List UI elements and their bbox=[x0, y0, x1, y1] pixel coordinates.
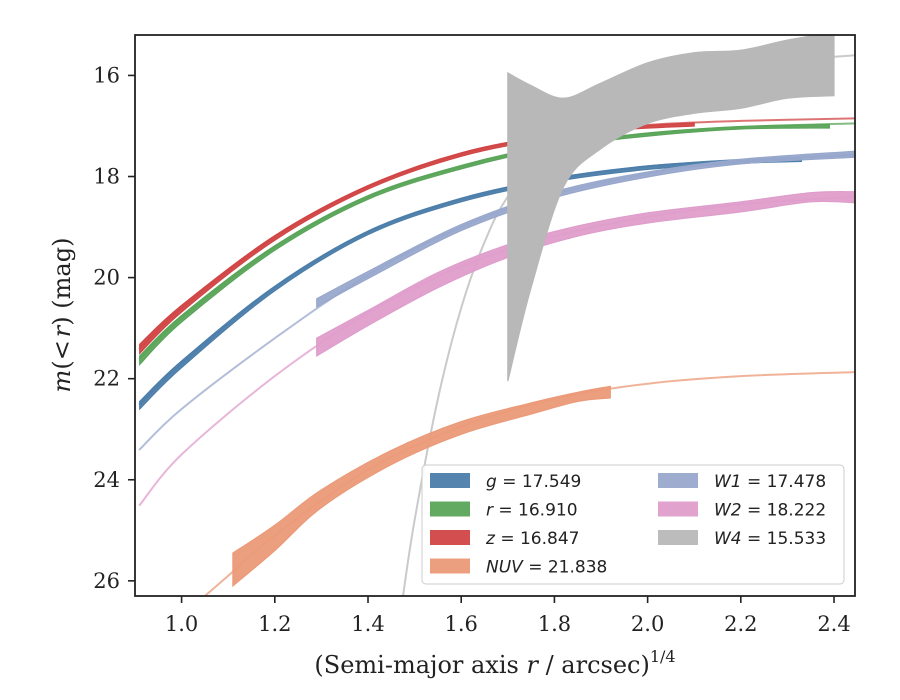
legend-swatch-NUV bbox=[430, 558, 470, 574]
x-tick-label: 1.0 bbox=[165, 612, 198, 636]
band-W1 bbox=[316, 150, 855, 308]
x-tick-label: 2.2 bbox=[724, 612, 757, 636]
legend-swatch-W4 bbox=[658, 530, 698, 545]
x-tick-label: 2.4 bbox=[817, 612, 850, 636]
legend-box bbox=[421, 464, 845, 585]
band-g bbox=[139, 157, 802, 411]
legend-label-NUV: NUV = 21.838 bbox=[486, 558, 607, 578]
band-r bbox=[139, 123, 830, 366]
legend-label-r: r = 16.910 bbox=[486, 501, 578, 521]
band-NUV bbox=[232, 385, 611, 588]
legend-swatch-W1 bbox=[658, 473, 698, 488]
y-axis-ticks: 16 18 20 22 24 26 bbox=[93, 63, 135, 593]
band-z bbox=[139, 122, 695, 355]
legend-label-W4: W4 = 15.533 bbox=[714, 529, 826, 549]
x-tick-label: 1.6 bbox=[445, 612, 478, 636]
legend-label-z: z = 16.847 bbox=[485, 529, 579, 549]
band-W2 bbox=[316, 191, 855, 357]
legend-swatch-r bbox=[430, 501, 470, 517]
y-tick-label: 20 bbox=[93, 266, 120, 290]
x-tick-label: 1.4 bbox=[351, 612, 384, 636]
y-tick-label: 18 bbox=[93, 165, 120, 189]
legend: g = 17.549 r = 16.910 z = 16.847 NUV = 21.8… bbox=[421, 464, 845, 585]
plot-frame bbox=[134, 34, 856, 597]
legend-swatch-W2 bbox=[658, 501, 698, 517]
legend-label-W1: W1 = 17.478 bbox=[714, 472, 826, 492]
y-tick-label: 22 bbox=[93, 367, 120, 391]
legend-swatch-g bbox=[430, 473, 470, 488]
y-tick-label: 26 bbox=[93, 569, 120, 593]
y-axis-label: m(<r) (mag) bbox=[48, 238, 76, 393]
legend-swatch-z bbox=[430, 530, 470, 545]
x-tick-label: 1.2 bbox=[258, 612, 291, 636]
legend-label-g: g = 17.549 bbox=[486, 472, 581, 492]
y-tick-label: 24 bbox=[93, 468, 120, 492]
band-W4 bbox=[507, 35, 835, 382]
x-tick-label: 1.8 bbox=[538, 612, 571, 636]
legend-label-W2: W2 = 18.222 bbox=[714, 501, 826, 521]
x-axis-ticks: 1.0 1.2 1.4 1.6 1.8 2.0 2.2 2.4 bbox=[165, 596, 851, 636]
x-tick-label: 2.0 bbox=[631, 612, 664, 636]
x-axis-label: (Semi-major axis r / arcsec)1/4 bbox=[314, 647, 675, 679]
legend-entries: g = 17.549 r = 16.910 z = 16.847 NUV = 21.8… bbox=[430, 472, 826, 578]
measurement-bands bbox=[139, 35, 855, 588]
y-tick-label: 16 bbox=[93, 63, 120, 87]
